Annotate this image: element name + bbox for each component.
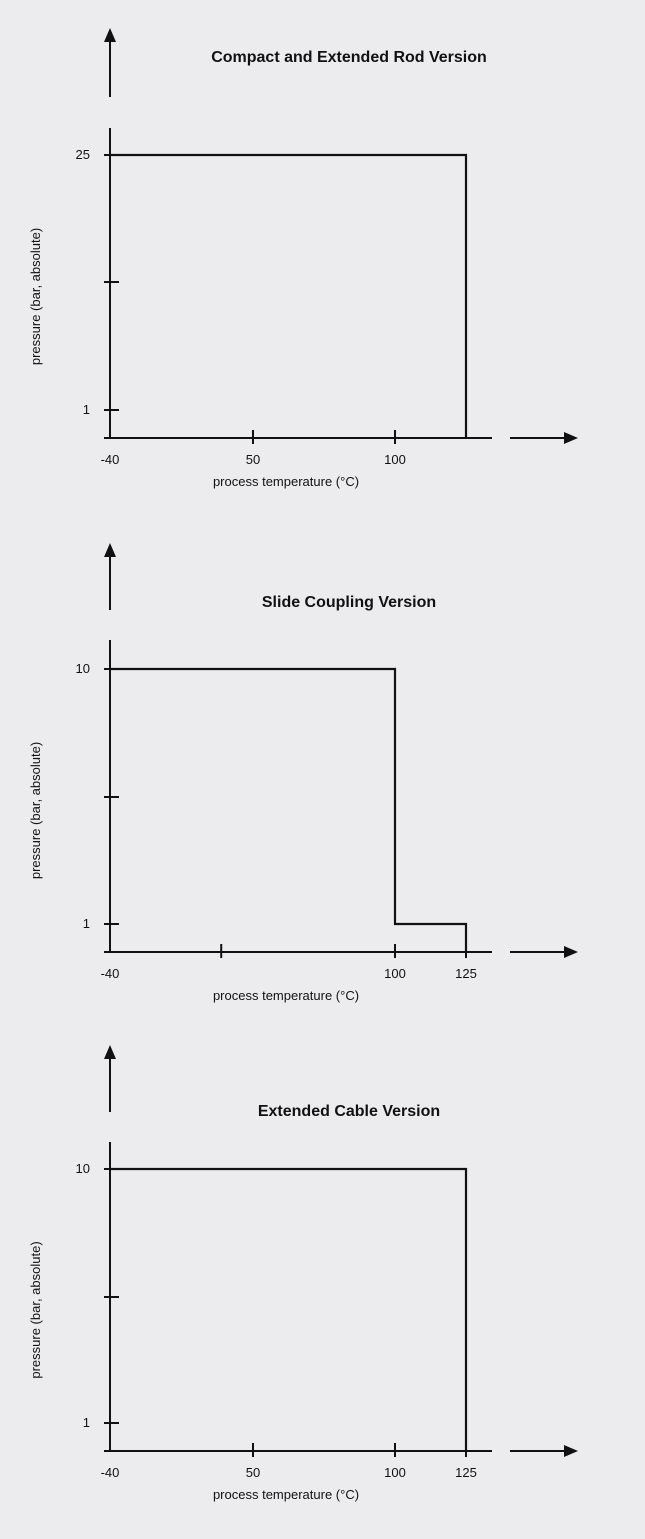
chart-title: Slide Coupling Version xyxy=(262,594,436,611)
y-tick-label: 1 xyxy=(83,402,90,417)
x-axis-arrowhead xyxy=(564,946,578,958)
x-tick-label: -40 xyxy=(101,452,120,467)
y-axis-label: pressure (bar, absolute) xyxy=(28,1241,43,1378)
y-axis-label: pressure (bar, absolute) xyxy=(28,742,43,879)
x-tick-label: 50 xyxy=(246,452,260,467)
x-axis-label: process temperature (°C) xyxy=(213,988,359,1003)
x-axis-label: process temperature (°C) xyxy=(213,1487,359,1502)
y-axis-arrowhead xyxy=(104,543,116,557)
x-axis-arrowhead xyxy=(564,1445,578,1457)
chart-title: Compact and Extended Rod Version xyxy=(211,49,487,66)
y-tick-label: 1 xyxy=(83,1415,90,1430)
x-tick-label: 100 xyxy=(384,966,406,981)
x-axis-arrowhead xyxy=(564,432,578,444)
x-tick-label: -40 xyxy=(101,1465,120,1480)
x-tick-label: -40 xyxy=(101,966,120,981)
x-tick-label: 50 xyxy=(246,1465,260,1480)
chart-2: Slide Coupling Version 1 10 -40 100 125 proces… xyxy=(28,543,578,1003)
y-tick-label: 1 xyxy=(83,916,90,931)
chart-3: Extended Cable Version 1 10 -40 50 100 125 proc… xyxy=(28,1045,578,1502)
operating-envelope-line xyxy=(110,1167,468,1451)
x-tick-label: 125 xyxy=(455,966,477,981)
operating-envelope-line xyxy=(110,153,468,438)
chart-1: Compact and Extended Rod Version 1 25 -40 50… xyxy=(28,28,578,489)
x-tick-label: 100 xyxy=(384,1465,406,1480)
x-tick-label: 100 xyxy=(384,452,406,467)
operating-envelope-line xyxy=(110,667,468,952)
y-axis-arrowhead xyxy=(104,28,116,42)
x-axis-label: process temperature (°C) xyxy=(213,474,359,489)
x-tick-label: 125 xyxy=(455,1465,477,1480)
y-tick-label: 10 xyxy=(76,661,90,676)
chart-title: Extended Cable Version xyxy=(258,1103,440,1120)
y-axis-label: pressure (bar, absolute) xyxy=(28,228,43,365)
y-axis-arrowhead xyxy=(104,1045,116,1059)
y-tick-label: 25 xyxy=(76,147,90,162)
y-tick-label: 10 xyxy=(76,1161,90,1176)
